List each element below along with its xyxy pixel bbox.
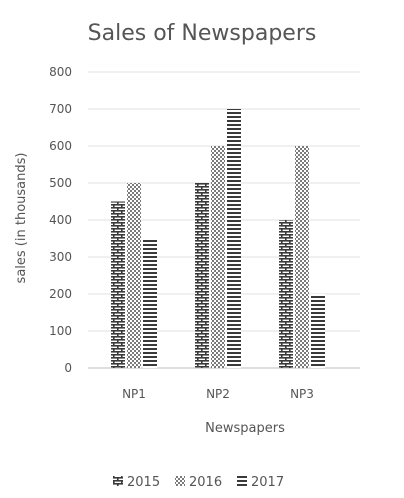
x-tick-label: NP1 — [122, 387, 146, 401]
y-tick-label: 300 — [49, 250, 72, 264]
legend-swatch — [237, 476, 247, 486]
x-axis-ticks: NP1 NP2 NP3 — [122, 387, 314, 401]
bar-NP1-2017 — [143, 238, 157, 368]
bars — [111, 109, 325, 368]
y-axis-label: sales (in thousands) — [14, 153, 29, 284]
bar-NP1-2015 — [111, 201, 125, 368]
bar-NP3-2017 — [311, 294, 325, 368]
bar-NP3-2015 — [279, 220, 293, 368]
bar-NP2-2017 — [227, 109, 241, 368]
bar-NP2-2015 — [195, 183, 209, 368]
legend-swatch — [175, 476, 185, 486]
bar-NP3-2016 — [295, 146, 309, 368]
x-axis-label: Newspapers — [205, 421, 285, 436]
y-tick-label: 600 — [49, 139, 72, 153]
y-tick-label: 400 — [49, 213, 72, 227]
bar-NP1-2016 — [127, 183, 141, 368]
legend-label: 2015 — [127, 475, 160, 490]
legend-label: 2017 — [251, 475, 284, 490]
y-tick-label: 700 — [49, 102, 72, 116]
x-tick-label: NP3 — [290, 387, 314, 401]
x-tick-label: NP2 — [206, 387, 230, 401]
y-tick-label: 100 — [49, 324, 72, 338]
legend-label: 2016 — [189, 475, 222, 490]
y-tick-label: 200 — [49, 287, 72, 301]
y-axis-ticks: 0 100 200 300 400 500 600 700 800 — [49, 65, 72, 375]
y-tick-label: 0 — [64, 361, 72, 375]
y-tick-label: 800 — [49, 65, 72, 79]
legend-swatch — [113, 476, 123, 486]
legend: 2015 2016 2017 — [113, 475, 284, 490]
chart-title: Sales of Newspapers — [88, 21, 317, 46]
y-tick-label: 500 — [49, 176, 72, 190]
bar-NP2-2016 — [211, 146, 225, 368]
